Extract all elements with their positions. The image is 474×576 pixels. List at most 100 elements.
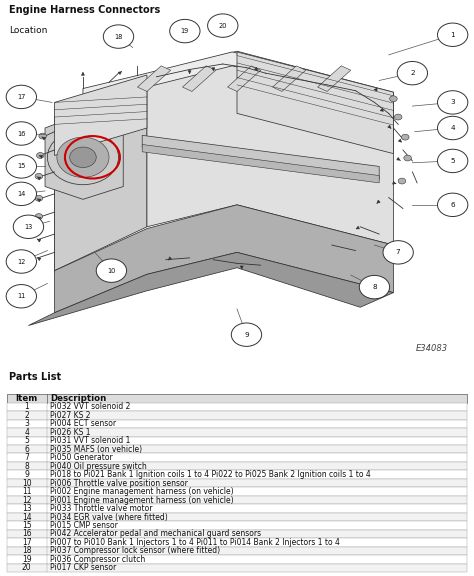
FancyBboxPatch shape (7, 521, 467, 530)
FancyBboxPatch shape (7, 505, 467, 513)
Text: 9: 9 (244, 332, 249, 338)
Text: 13: 13 (22, 504, 32, 513)
Polygon shape (142, 135, 379, 179)
Polygon shape (273, 66, 306, 92)
Text: 15: 15 (17, 164, 26, 169)
Circle shape (208, 14, 238, 37)
Polygon shape (137, 66, 171, 92)
Text: 1: 1 (450, 32, 455, 38)
FancyBboxPatch shape (7, 496, 467, 505)
Text: 4: 4 (24, 428, 29, 437)
Text: Pi034 EGR valve (where fitted): Pi034 EGR valve (where fitted) (50, 513, 168, 521)
Polygon shape (237, 52, 393, 154)
Text: 9: 9 (24, 470, 29, 479)
FancyBboxPatch shape (7, 530, 467, 538)
Text: Description: Description (50, 394, 107, 403)
FancyBboxPatch shape (7, 564, 467, 572)
Circle shape (383, 241, 413, 264)
Text: Pi026 KS 1: Pi026 KS 1 (50, 428, 91, 437)
Text: Pi001 Engine management harness (on vehicle): Pi001 Engine management harness (on vehi… (50, 495, 234, 505)
Polygon shape (142, 145, 379, 183)
Text: Pi004 ECT sensor: Pi004 ECT sensor (50, 419, 117, 429)
FancyBboxPatch shape (7, 403, 467, 411)
Text: 14: 14 (17, 191, 26, 197)
Text: Pi035 MAFS (on vehicle): Pi035 MAFS (on vehicle) (50, 445, 142, 454)
Text: 12: 12 (22, 495, 32, 505)
FancyBboxPatch shape (7, 471, 467, 479)
Text: Pi002 Engine management harness (on vehicle): Pi002 Engine management harness (on vehi… (50, 487, 234, 496)
Text: 12: 12 (17, 259, 26, 264)
Polygon shape (182, 66, 216, 92)
Circle shape (13, 215, 44, 238)
Circle shape (6, 182, 36, 206)
Circle shape (70, 147, 96, 168)
Text: Pi007 to Pi010 Bank 1 Injectors 1 to 4 Pi011 to Pi014 Bank 2 Injectors 1 to 4: Pi007 to Pi010 Bank 1 Injectors 1 to 4 P… (50, 538, 340, 547)
Text: 19: 19 (22, 555, 32, 564)
Text: 10: 10 (22, 479, 32, 488)
Text: 20: 20 (22, 563, 32, 573)
Polygon shape (147, 51, 393, 245)
Text: 5: 5 (450, 158, 455, 164)
Circle shape (47, 130, 118, 185)
FancyBboxPatch shape (7, 428, 467, 437)
Text: Pi015 CMP sensor: Pi015 CMP sensor (50, 521, 118, 530)
Circle shape (359, 275, 390, 299)
Text: Pi040 Oil pressure switch: Pi040 Oil pressure switch (50, 462, 147, 471)
Text: Pi037 Compressor lock sensor (where fitted): Pi037 Compressor lock sensor (where fitt… (50, 547, 220, 555)
FancyBboxPatch shape (7, 462, 467, 471)
Text: 15: 15 (22, 521, 32, 530)
FancyBboxPatch shape (7, 479, 467, 487)
Text: Item: Item (16, 394, 38, 403)
Circle shape (438, 149, 468, 173)
Circle shape (170, 20, 200, 43)
Circle shape (36, 153, 44, 158)
Polygon shape (83, 52, 379, 103)
Text: 8: 8 (25, 462, 29, 471)
Text: 8: 8 (372, 284, 377, 290)
Text: 18: 18 (114, 33, 123, 40)
Text: 10: 10 (107, 268, 116, 274)
Polygon shape (318, 66, 351, 92)
Circle shape (103, 25, 134, 48)
FancyBboxPatch shape (7, 487, 467, 496)
Text: 2: 2 (410, 70, 415, 76)
Text: 7: 7 (24, 453, 29, 462)
Text: Pi018 to Pi021 Bank 1 Ignition coils 1 to 4 Pi022 to Pi025 Bank 2 Ignition coils: Pi018 to Pi021 Bank 1 Ignition coils 1 t… (50, 470, 371, 479)
Text: 3: 3 (450, 100, 455, 105)
Polygon shape (28, 252, 393, 325)
Circle shape (231, 323, 262, 346)
Text: 7: 7 (396, 249, 401, 255)
FancyBboxPatch shape (7, 555, 467, 564)
Text: Pi006 Throttle valve position sensor: Pi006 Throttle valve position sensor (50, 479, 188, 488)
FancyBboxPatch shape (7, 419, 467, 428)
Text: 20: 20 (219, 22, 227, 29)
Text: 1: 1 (25, 403, 29, 411)
Text: 17: 17 (17, 94, 26, 100)
Text: 5: 5 (24, 436, 29, 445)
Circle shape (6, 122, 36, 145)
Polygon shape (228, 66, 261, 92)
Text: Pi017 CKP sensor: Pi017 CKP sensor (50, 563, 117, 573)
Text: Pi042 Accelerator pedal and mechanical guard sensors: Pi042 Accelerator pedal and mechanical g… (50, 529, 261, 539)
Polygon shape (55, 75, 147, 271)
Text: 14: 14 (22, 513, 32, 521)
Text: 2: 2 (25, 411, 29, 420)
Circle shape (96, 259, 127, 282)
Text: 16: 16 (22, 529, 32, 539)
Text: 11: 11 (22, 487, 32, 496)
Text: Pi031 VVT solenoid 1: Pi031 VVT solenoid 1 (50, 436, 131, 445)
Text: Pi050 Generator: Pi050 Generator (50, 453, 113, 462)
FancyBboxPatch shape (7, 437, 467, 445)
FancyBboxPatch shape (7, 453, 467, 462)
Text: 17: 17 (22, 538, 32, 547)
Text: E34083: E34083 (416, 344, 448, 353)
Circle shape (6, 155, 36, 178)
Circle shape (390, 96, 397, 102)
Circle shape (438, 90, 468, 114)
FancyBboxPatch shape (7, 513, 467, 521)
FancyBboxPatch shape (7, 394, 467, 403)
Circle shape (398, 178, 406, 184)
Polygon shape (55, 75, 147, 156)
Circle shape (394, 114, 402, 120)
Circle shape (35, 173, 43, 179)
